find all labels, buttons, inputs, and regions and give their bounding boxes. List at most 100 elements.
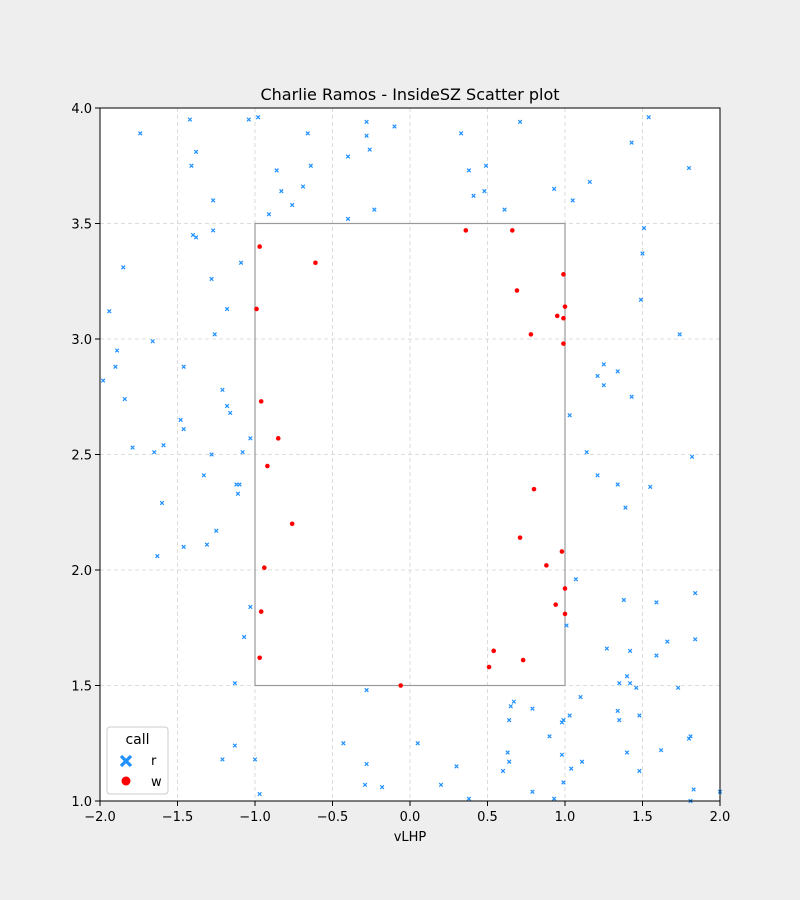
point-r	[345, 216, 351, 222]
chart-title: Charlie Ramos - InsideSZ Scatter plot	[260, 85, 559, 104]
point-r	[212, 332, 217, 337]
x-tick-label: −1.0	[239, 810, 271, 825]
point-w	[258, 609, 264, 614]
point-w	[258, 399, 264, 404]
point-r	[372, 207, 377, 212]
y-axis-ticks: 1.0 1.5 2.0 2.5 3.0 3.5 4.0	[71, 102, 100, 810]
point-r	[341, 741, 346, 746]
point-r	[568, 766, 574, 771]
point-w	[257, 244, 262, 249]
legend-label-r: r	[151, 754, 157, 769]
point-r	[547, 734, 552, 739]
point-r	[629, 140, 634, 145]
point-r	[617, 680, 622, 686]
point-r	[438, 782, 444, 788]
legend-marker-w	[121, 776, 131, 786]
point-r	[364, 119, 369, 125]
point-r	[138, 131, 143, 136]
point-r	[637, 713, 642, 718]
legend-box	[106, 726, 169, 795]
point-r	[506, 759, 512, 764]
point-w	[528, 332, 534, 337]
point-r	[561, 780, 566, 785]
point-w	[544, 563, 549, 568]
point-r	[601, 362, 606, 367]
point-r	[364, 133, 369, 138]
x-axis-label: vLHP	[394, 830, 427, 845]
x-tick-label: 2.0	[710, 810, 731, 825]
point-r	[122, 396, 128, 402]
point-r	[367, 147, 372, 152]
point-r	[508, 704, 513, 709]
point-r	[232, 680, 238, 686]
point-w	[517, 535, 523, 540]
legend-x-glyph	[119, 754, 133, 768]
point-r	[210, 228, 216, 233]
point-w	[510, 228, 515, 233]
point-r	[152, 449, 157, 455]
point-r	[623, 505, 628, 510]
y-tick-label: 2.5	[71, 449, 92, 464]
x-axis-ticks: −2.0 −1.5 −1.0 −0.5 0.0 0.5 1.0 1.5 2.0	[84, 801, 730, 825]
point-r	[248, 604, 253, 610]
point-r	[181, 364, 186, 369]
point-r	[193, 149, 199, 155]
point-r	[654, 600, 659, 605]
point-r	[551, 796, 557, 801]
legend-title: call	[125, 732, 149, 748]
point-r	[220, 757, 225, 762]
point-r	[634, 685, 639, 691]
point-r	[689, 454, 695, 460]
point-r	[530, 706, 535, 711]
point-w	[520, 657, 526, 663]
point-r	[150, 339, 155, 344]
point-r	[246, 117, 252, 122]
point-r	[483, 163, 489, 168]
point-w	[553, 602, 558, 607]
point-r	[161, 443, 166, 448]
point-w	[562, 304, 568, 309]
x-tick-label: −0.5	[317, 810, 349, 825]
point-r	[517, 119, 523, 125]
point-r	[564, 623, 569, 628]
point-r	[274, 168, 279, 173]
point-w	[562, 586, 568, 591]
point-r	[615, 369, 620, 374]
legend-label-w: w	[151, 775, 162, 790]
legend: call r w	[106, 726, 169, 795]
point-r	[567, 713, 572, 718]
point-w	[531, 486, 537, 492]
point-w	[491, 648, 497, 654]
point-r	[187, 117, 193, 122]
point-r	[559, 752, 565, 758]
point-r	[604, 646, 610, 651]
point-r	[641, 225, 647, 231]
point-r	[621, 597, 627, 603]
point-w	[262, 565, 267, 570]
point-r	[201, 473, 207, 478]
point-r	[362, 782, 368, 788]
point-r	[178, 417, 183, 423]
point-r	[551, 186, 557, 192]
series-w-points	[254, 228, 568, 688]
point-r	[658, 747, 664, 753]
point-r	[595, 473, 600, 478]
point-r	[107, 309, 112, 314]
point-r	[587, 179, 593, 185]
point-r	[692, 637, 698, 642]
point-r	[113, 364, 118, 369]
point-w	[559, 549, 565, 554]
point-r	[466, 168, 472, 173]
point-w	[289, 521, 295, 527]
point-r	[675, 685, 681, 691]
x-tick-label: 0.0	[400, 810, 421, 825]
point-r	[511, 699, 517, 704]
x-tick-label: −1.5	[162, 810, 194, 825]
point-w	[313, 260, 318, 266]
point-r	[559, 720, 565, 725]
point-r	[629, 394, 634, 399]
point-w	[562, 611, 568, 617]
point-r	[392, 124, 397, 129]
point-r	[248, 436, 253, 441]
